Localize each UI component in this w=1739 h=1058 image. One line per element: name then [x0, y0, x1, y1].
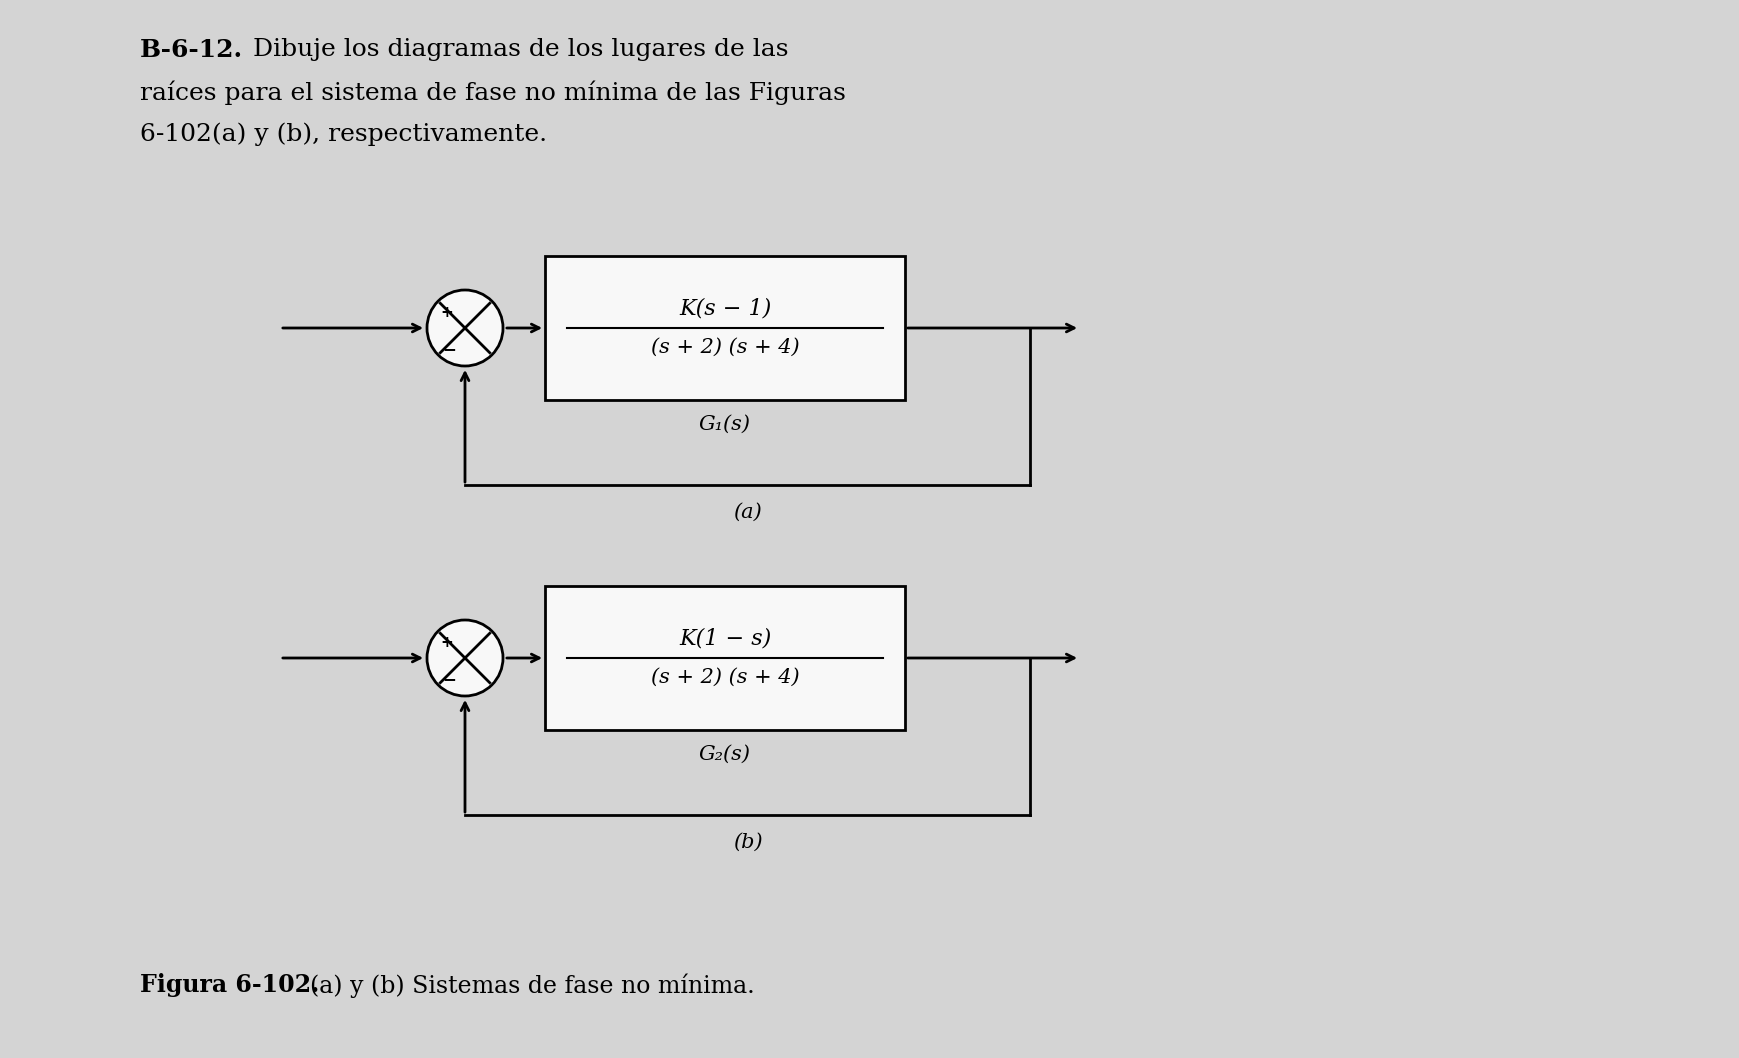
Text: Figura 6-102.: Figura 6-102.: [141, 973, 320, 997]
Text: 6-102(a) y (b), respectivamente.: 6-102(a) y (b), respectivamente.: [141, 122, 548, 146]
Text: K(1 − s): K(1 − s): [678, 628, 770, 650]
Text: +: +: [440, 305, 454, 320]
Text: G₂(s): G₂(s): [699, 745, 751, 764]
Text: (a) y (b) Sistemas de fase no mínima.: (a) y (b) Sistemas de fase no mínima.: [296, 973, 755, 998]
Text: (s + 2) (s + 4): (s + 2) (s + 4): [650, 668, 800, 687]
Text: G₁(s): G₁(s): [699, 415, 751, 434]
Text: K(s − 1): K(s − 1): [678, 298, 770, 320]
Bar: [544, 256, 904, 400]
Text: raíces para el sistema de fase no mínima de las Figuras: raíces para el sistema de fase no mínima…: [141, 80, 845, 105]
Text: −: −: [442, 670, 456, 688]
Bar: [544, 586, 904, 730]
Text: −: −: [442, 340, 456, 358]
Text: (b): (b): [732, 833, 762, 852]
Text: (s + 2) (s + 4): (s + 2) (s + 4): [650, 338, 800, 357]
Circle shape: [428, 290, 503, 366]
Text: Dibuje los diagramas de los lugares de las: Dibuje los diagramas de los lugares de l…: [245, 38, 788, 61]
Text: (a): (a): [734, 503, 762, 522]
Text: +: +: [440, 635, 454, 650]
Circle shape: [428, 620, 503, 696]
Text: B-6-12.: B-6-12.: [141, 38, 243, 62]
